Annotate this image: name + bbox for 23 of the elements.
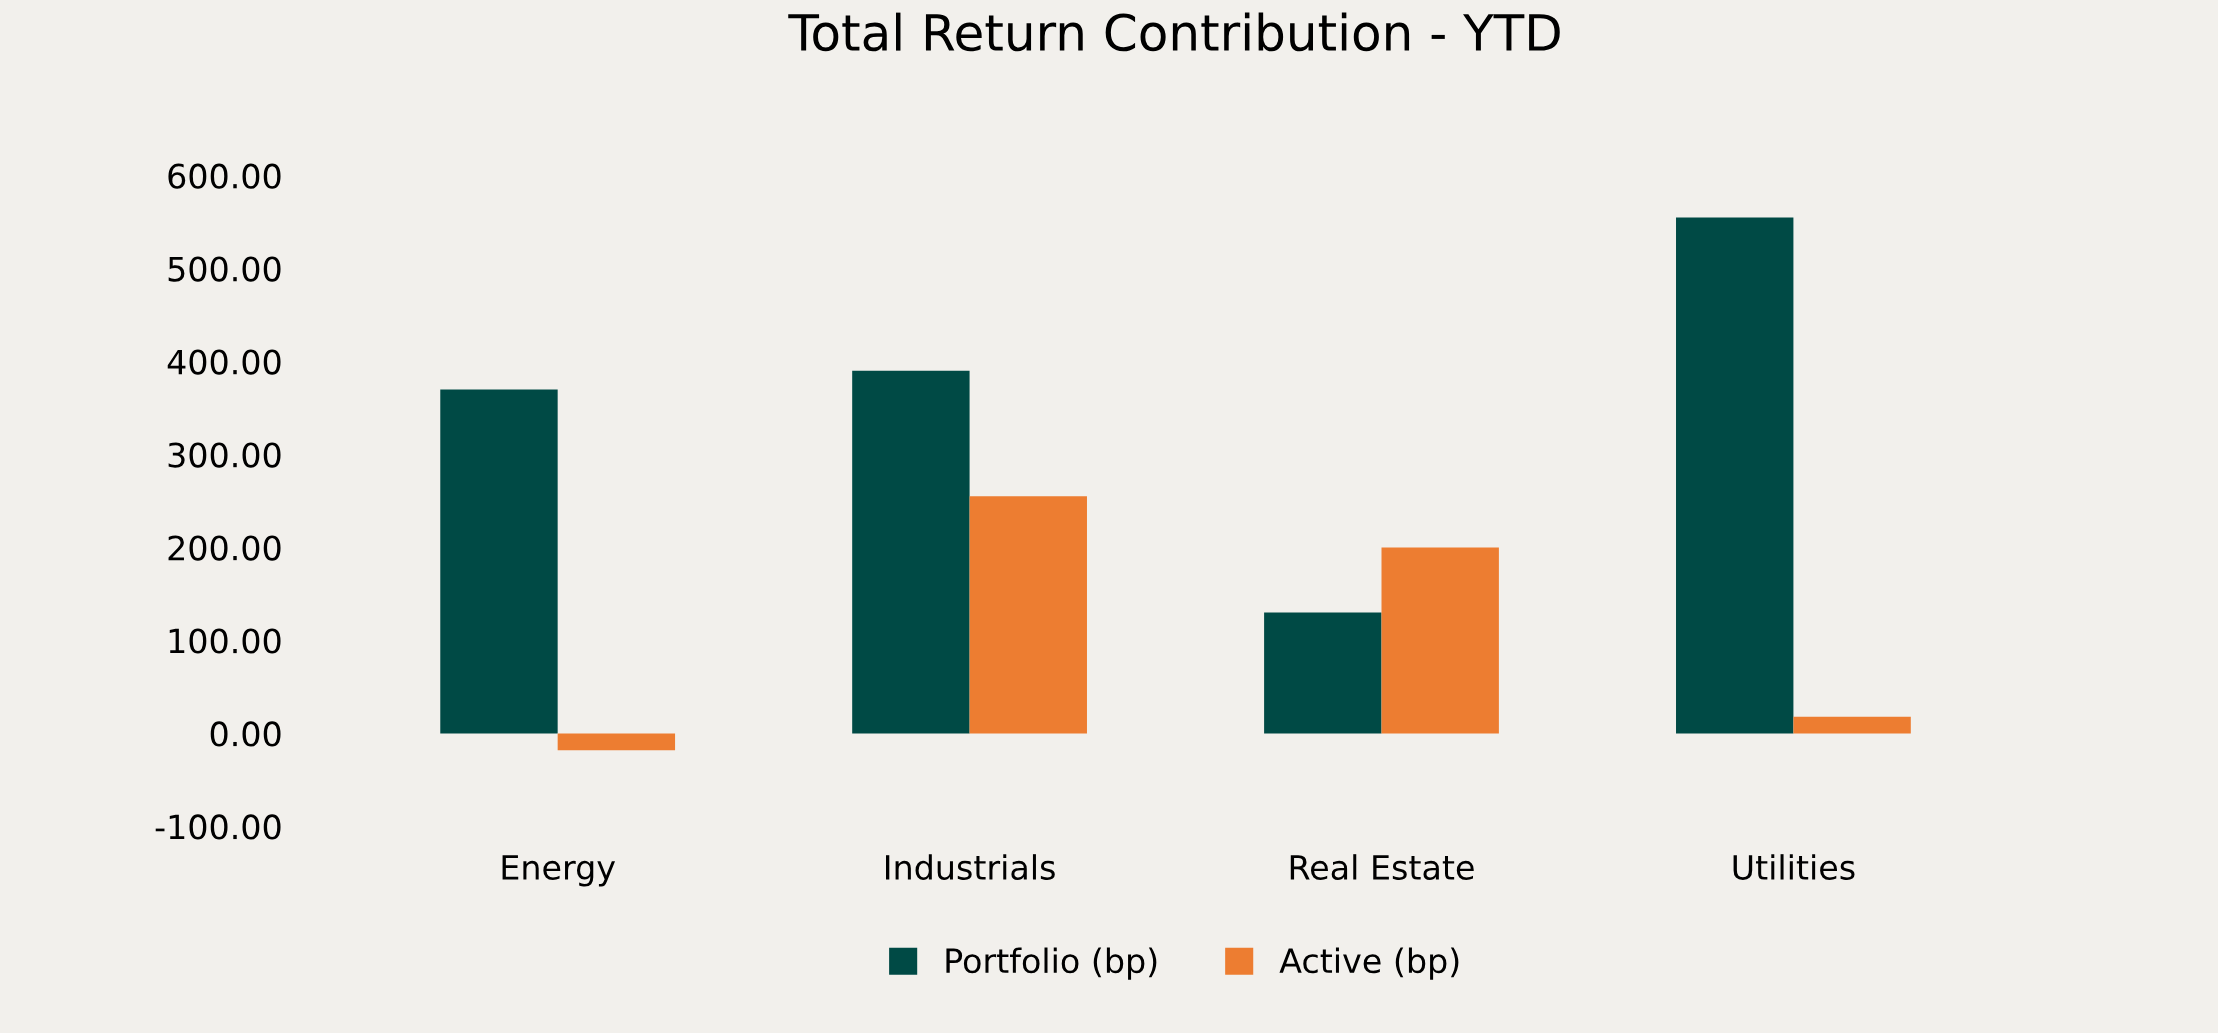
bar	[440, 389, 558, 734]
x-tick-label: Real Estate	[1290, 854, 1474, 880]
chart-title: Total Return Contribution - YTD	[788, 12, 1560, 52]
y-tick-label: 500.00	[168, 256, 281, 282]
bar	[852, 370, 970, 734]
y-tick-label: 0.00	[210, 721, 281, 747]
bar	[1264, 612, 1382, 734]
y-tick-label: -100.00	[155, 814, 281, 840]
x-tick-label: Energy	[502, 855, 616, 887]
y-tick-label: 100.00	[169, 628, 281, 654]
bar	[1793, 716, 1911, 734]
y-tick-label: 600.00	[168, 163, 281, 189]
y-tick-label: 300.00	[168, 442, 281, 468]
bar	[557, 733, 676, 751]
x-tick-label: Utilities	[1733, 854, 1855, 880]
y-tick-label: 400.00	[167, 349, 281, 375]
y-tick-label: 200.00	[168, 535, 281, 561]
legend-label: Portfolio (bp)	[946, 947, 1157, 980]
legend-label: Active (bp)	[1279, 947, 1459, 980]
bar	[969, 496, 1087, 734]
bar	[1676, 217, 1794, 734]
bar	[1381, 547, 1499, 734]
x-tick-label: Industrials	[886, 854, 1055, 880]
